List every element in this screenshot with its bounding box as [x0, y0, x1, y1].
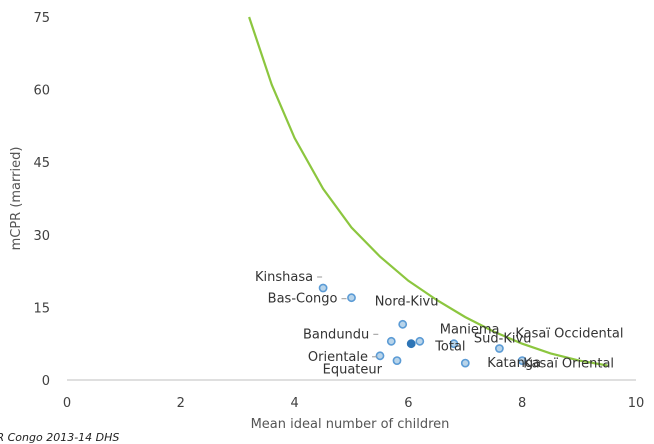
x-tick-label: 8: [518, 396, 526, 411]
x-tick-label: 2: [177, 396, 185, 411]
x-axis-ticks: 0 2 4 6 8 10: [63, 396, 644, 411]
source-note: DR Congo 2013-14 DHS: [0, 431, 119, 444]
y-tick-label: 45: [33, 156, 50, 171]
data-label-nord-kivu: Nord-Kivu: [375, 294, 439, 309]
data-label-kasa-occidental: Kasaï Occidental: [515, 327, 623, 342]
data-point-equateur: [393, 357, 400, 364]
data-label-kasa-oriental: Kasaï Oriental: [523, 357, 614, 372]
y-axis-ticks: 0 15 30 45 60 75: [33, 11, 50, 389]
data-point-bas-congo: [348, 294, 355, 301]
y-tick-label: 75: [33, 11, 50, 26]
data-point-kinshasa: [320, 284, 327, 291]
y-tick-label: 0: [42, 374, 50, 389]
y-axis-title: mCPR (married): [9, 147, 24, 251]
x-tick-label: 6: [404, 396, 412, 411]
y-tick-label: 60: [33, 84, 50, 99]
data-point-nord-kivu: [399, 321, 406, 328]
data-point-maniema: [416, 338, 423, 345]
y-tick-label: 15: [33, 301, 50, 316]
trend-curve: [249, 17, 607, 366]
data-point-bandundu: [388, 338, 395, 345]
x-tick-label: 10: [628, 396, 645, 411]
data-label-bas-congo: Bas-Congo: [268, 292, 338, 307]
x-tick-label: 4: [290, 396, 298, 411]
data-label-kinshasa: Kinshasa: [255, 270, 313, 285]
data-label-total: Total: [434, 340, 465, 355]
data-label-bandundu: Bandundu: [303, 327, 369, 342]
x-axis-title: Mean ideal number of children: [251, 417, 450, 432]
data-point-total: [408, 340, 415, 347]
data-point-orientale: [376, 352, 383, 359]
data-point-katanga: [462, 360, 469, 367]
data-label-equateur: Equateur: [323, 363, 383, 378]
x-tick-label: 0: [63, 396, 71, 411]
y-tick-label: 30: [33, 229, 50, 244]
